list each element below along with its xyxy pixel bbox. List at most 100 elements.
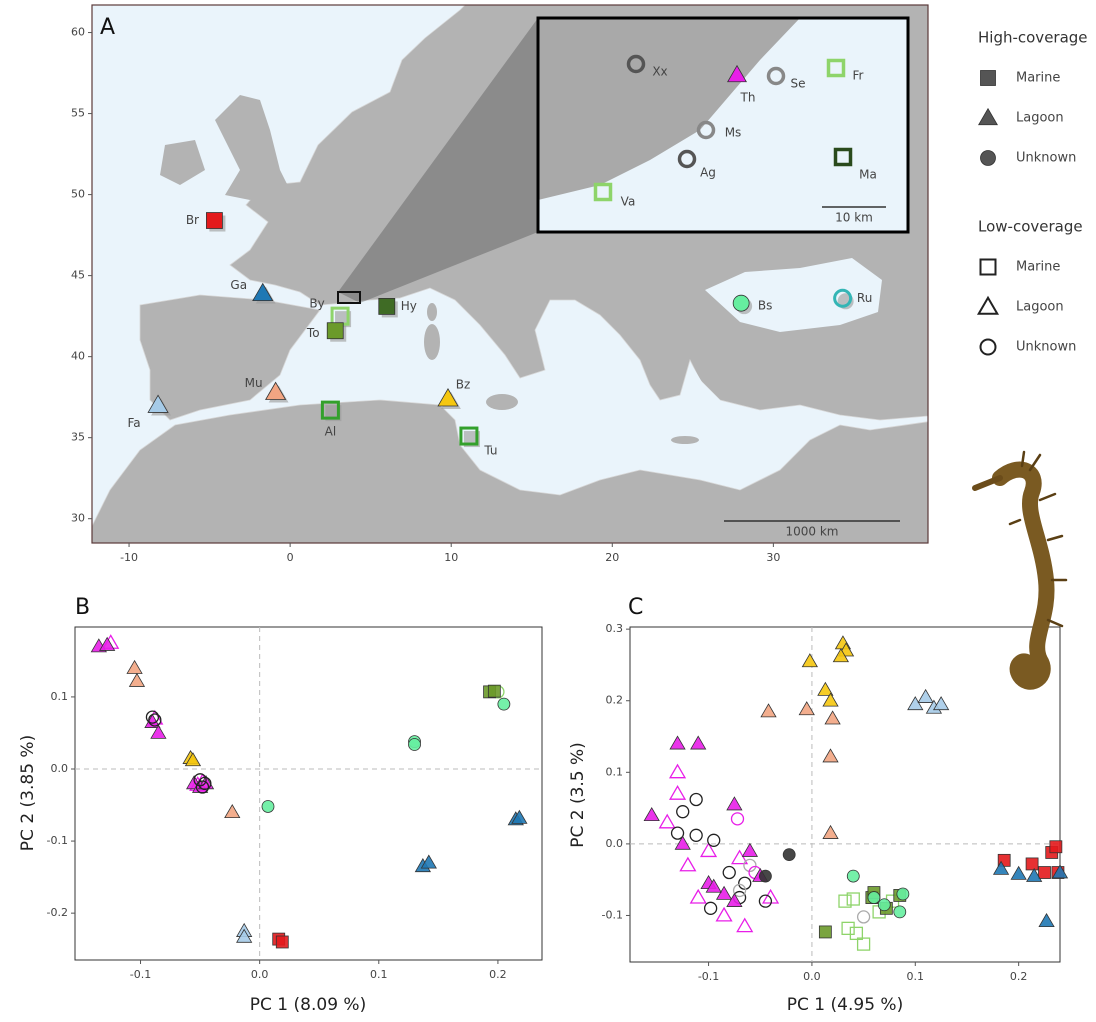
point [487, 684, 501, 698]
zoom-wedge [338, 18, 538, 303]
marker-square [320, 400, 340, 420]
point [849, 926, 864, 941]
point [668, 785, 687, 800]
site-label: Ag [700, 166, 716, 180]
y-tick-label: 60 [71, 26, 85, 39]
inset-locator [337, 291, 361, 304]
point [690, 735, 707, 750]
point [126, 659, 143, 674]
y-tick-label: 0.1 [51, 690, 69, 703]
point [801, 653, 818, 668]
inset-site-marker [833, 147, 853, 167]
y-tick-label: 40 [71, 350, 85, 363]
legend-marker [978, 107, 998, 126]
panel-letter: A [100, 15, 115, 40]
legend-marker [980, 70, 996, 86]
y-tick-label: 35 [71, 431, 85, 444]
point [817, 681, 834, 696]
land-ireland [160, 140, 205, 185]
point [822, 692, 839, 707]
marker-triangle [252, 282, 274, 302]
marker-triangle [147, 394, 169, 413]
point [730, 812, 745, 826]
legend-marker [979, 338, 997, 356]
point [856, 937, 871, 951]
point [730, 849, 749, 865]
point [275, 935, 289, 949]
point [669, 735, 686, 750]
legend-marker [976, 295, 1000, 315]
point [782, 848, 796, 862]
inset-site-marker [696, 120, 716, 140]
point [705, 878, 722, 893]
point [148, 713, 162, 727]
y-tick-label: 45 [71, 269, 85, 282]
point [689, 888, 707, 904]
site-label: Xx [652, 65, 667, 79]
x-axis-label: PC 1 (8.09 %) [250, 995, 366, 1015]
x-tick-label: -0.1 [130, 968, 151, 981]
point [676, 805, 690, 819]
point [689, 792, 703, 807]
point [679, 856, 697, 872]
point [726, 796, 743, 811]
site-label: Ru [857, 291, 872, 305]
panel-letter: B [75, 595, 90, 620]
y-tick-label: 0.3 [606, 622, 624, 635]
point [907, 696, 924, 711]
point [184, 752, 202, 767]
legend-label: Marine [1016, 71, 1060, 86]
point [195, 780, 210, 794]
point [198, 776, 212, 791]
point [722, 865, 736, 880]
legend-label: Lagoon [1016, 111, 1064, 126]
site-label: Al [325, 425, 337, 439]
site-label: Va [621, 195, 636, 209]
x-axis-label: PC 1 (4.95 %) [787, 995, 903, 1015]
legend-marker [980, 150, 996, 166]
site-label: Th [740, 91, 756, 105]
point [420, 854, 437, 869]
point [932, 696, 950, 711]
point [643, 807, 660, 822]
point [408, 738, 421, 751]
point [674, 835, 691, 850]
y-tick-label: -0.1 [47, 834, 68, 847]
point [824, 710, 841, 725]
site-label: Fr [853, 69, 864, 83]
site-label: Mu [245, 376, 263, 390]
point [511, 809, 528, 824]
point [726, 892, 743, 907]
inset-base [538, 18, 908, 232]
x-tick-label: 0.0 [251, 968, 269, 981]
point [736, 917, 754, 933]
x-tick-label: 0.2 [489, 968, 507, 981]
point [99, 636, 116, 651]
legend-marker [979, 258, 997, 276]
legend-title: High-coverage [978, 29, 1088, 47]
point [917, 688, 934, 703]
point [822, 824, 839, 839]
point [838, 894, 852, 908]
point [1025, 857, 1039, 871]
point [856, 910, 871, 924]
point [877, 898, 891, 912]
land-corsica [427, 303, 437, 321]
point [670, 826, 685, 840]
inset-frame [536, 16, 910, 234]
marker-triangle [265, 381, 287, 400]
inset-site-marker [727, 64, 747, 83]
point [145, 710, 160, 724]
x-tick-label: 10 [444, 551, 458, 564]
point [738, 876, 752, 890]
point [846, 869, 860, 883]
point [497, 697, 511, 711]
land-crete [671, 436, 699, 444]
point [896, 887, 910, 901]
point [699, 842, 718, 858]
point [743, 858, 757, 873]
x-tick-label: 0.2 [1010, 970, 1028, 983]
point [261, 800, 275, 813]
x-tick-label: 0 [287, 551, 294, 564]
point [658, 813, 676, 829]
